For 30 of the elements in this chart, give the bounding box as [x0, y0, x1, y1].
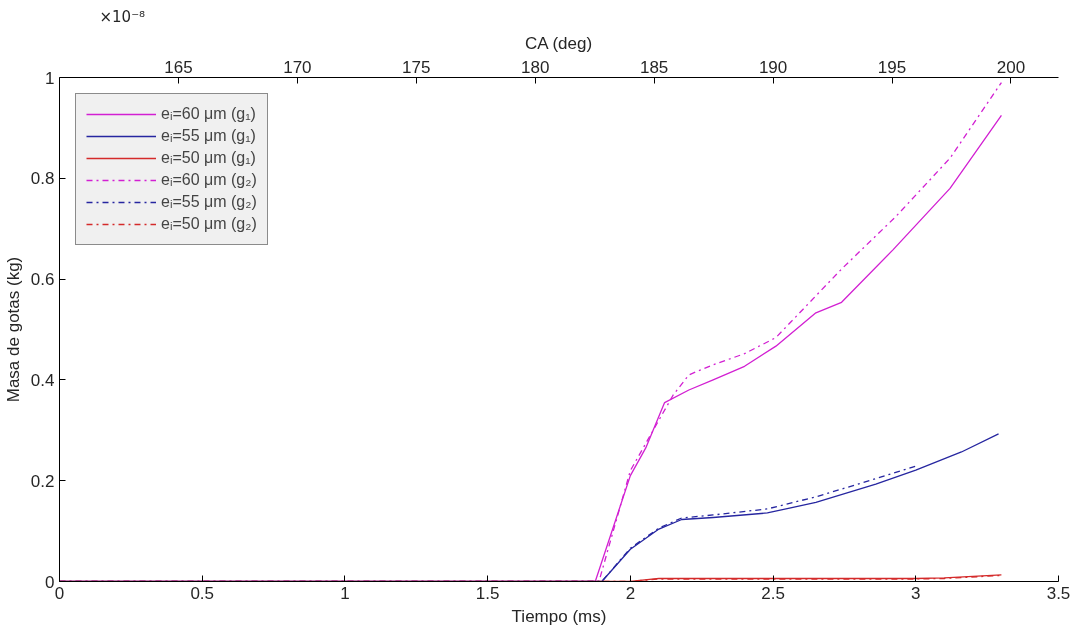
x2-tick-label: 195: [877, 57, 907, 77]
x2-tick-label: 200: [996, 57, 1026, 77]
y-tick-label: 1: [45, 68, 55, 88]
y-tick-label: 0.6: [30, 270, 55, 290]
legend-label: eᵢ=60 μm (g₁): [161, 105, 256, 123]
x2-tick-label: 170: [283, 57, 312, 77]
legend-label: eᵢ=50 μm (g₁): [161, 149, 256, 167]
text: ×10⁻⁸: [99, 7, 146, 26]
legend-label: eᵢ=50 μm (g₂): [161, 215, 257, 233]
x2-tick-label: 185: [639, 57, 669, 77]
x2-tick-label: 165: [164, 57, 193, 77]
x2-tick-label: 180: [521, 57, 550, 77]
legend-label: eᵢ=55 μm (g₂): [161, 193, 257, 211]
x-axis-title: Tiempo (ms): [511, 606, 607, 626]
x-tick-label: 1.5: [475, 583, 500, 603]
x-tick-label: 2: [625, 583, 636, 603]
x-tick-label: 0.5: [190, 583, 215, 603]
y-tick-label: 0.8: [30, 169, 55, 189]
legend-label: eᵢ=60 μm (g₂): [161, 171, 257, 189]
y-tick-label: 0.4: [30, 370, 55, 390]
legend-label: eᵢ=55 μm (g₁): [161, 127, 256, 145]
x2-tick-label: 190: [758, 57, 788, 77]
y-tick-label: 0.2: [30, 471, 55, 491]
x-tick-label: 3.5: [1046, 583, 1071, 603]
x-tick-label: 3: [911, 583, 921, 603]
x2-axis-title: CA (deg): [524, 33, 593, 53]
x2-tick-label: 175: [402, 57, 431, 77]
x-tick-label: 2.5: [761, 583, 785, 603]
y-axis-title: Masa de gotas (kg): [3, 256, 23, 403]
x-tick-label: 1: [340, 583, 350, 603]
